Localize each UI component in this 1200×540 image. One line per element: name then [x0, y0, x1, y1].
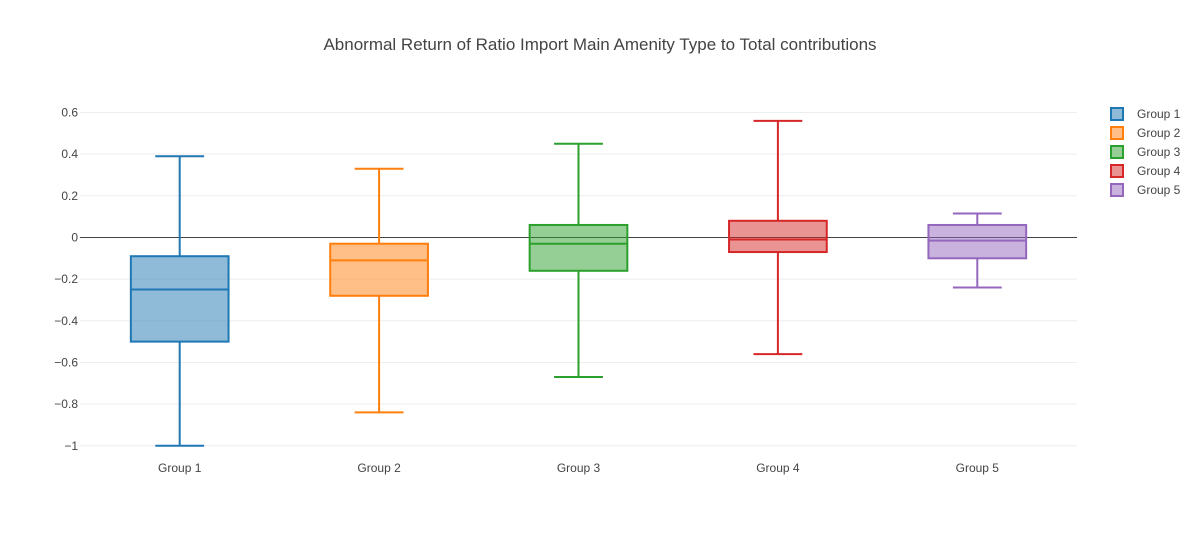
y-tick-label: 0.4 — [61, 147, 78, 161]
legend-label: Group 5 — [1137, 183, 1181, 197]
x-tick-label: Group 1 — [158, 461, 202, 475]
box-series — [129, 119, 1028, 447]
y-tick-label: −0.2 — [54, 272, 78, 286]
y-tick-label: −0.6 — [54, 355, 78, 369]
box-4[interactable] — [728, 119, 828, 356]
legend-label: Group 3 — [1137, 145, 1181, 159]
legend[interactable]: Group 1 Group 2 Group 3 Group 4 Group 5 — [1110, 107, 1181, 197]
legend-swatch — [1110, 145, 1124, 159]
legend-swatch — [1110, 126, 1124, 140]
x-axis: Group 1 Group 2 Group 3 Group 4 Group 5 — [158, 461, 999, 475]
box-5[interactable] — [927, 212, 1028, 289]
legend-swatch — [1110, 183, 1124, 197]
legend-label: Group 2 — [1137, 126, 1181, 140]
legend-item-1[interactable]: Group 1 — [1110, 107, 1181, 121]
box-1[interactable] — [129, 155, 230, 447]
chart-title: Abnormal Return of Ratio Import Main Ame… — [323, 35, 876, 54]
y-tick-label: −1 — [64, 439, 78, 453]
legend-label: Group 1 — [1137, 107, 1181, 121]
legend-item-2[interactable]: Group 2 — [1110, 126, 1181, 140]
iqr-box — [728, 219, 828, 254]
box-2[interactable] — [329, 167, 429, 414]
y-tick-label: −0.8 — [54, 397, 78, 411]
y-tick-label: 0.6 — [61, 105, 78, 119]
x-tick-label: Group 4 — [756, 461, 800, 475]
x-tick-label: Group 2 — [357, 461, 401, 475]
iqr-box — [528, 223, 629, 272]
y-tick-label: 0 — [71, 230, 78, 244]
x-tick-label: Group 3 — [557, 461, 601, 475]
legend-swatch — [1110, 164, 1124, 178]
iqr-box — [129, 255, 230, 343]
x-tick-label: Group 5 — [956, 461, 1000, 475]
y-tick-label: −0.4 — [54, 314, 78, 328]
iqr-box — [927, 223, 1028, 260]
box-3[interactable] — [528, 142, 629, 379]
legend-item-5[interactable]: Group 5 — [1110, 183, 1181, 197]
legend-label: Group 4 — [1137, 164, 1181, 178]
y-tick-label: 0.2 — [61, 189, 78, 203]
legend-swatch — [1110, 107, 1124, 121]
legend-item-3[interactable]: Group 3 — [1110, 145, 1181, 159]
iqr-box — [329, 242, 429, 297]
legend-item-4[interactable]: Group 4 — [1110, 164, 1181, 178]
y-axis: 0.6 0.4 0.2 0 −0.2 −0.4 −0.6 −0.8 −1 — [54, 105, 78, 452]
